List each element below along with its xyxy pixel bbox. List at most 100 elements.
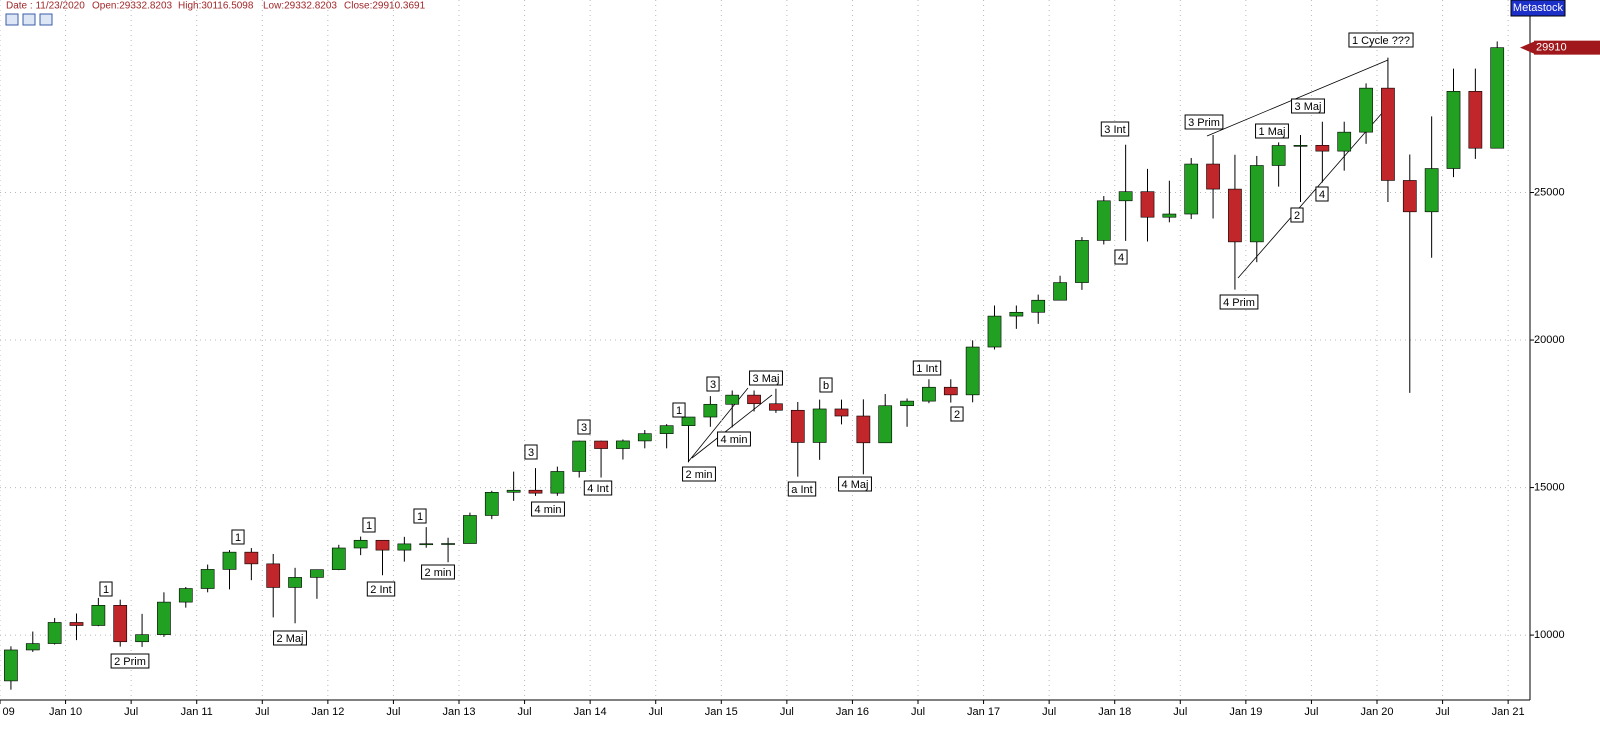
candle-body	[4, 649, 18, 682]
annotation: 2 Int	[366, 581, 396, 597]
candle-body	[463, 515, 477, 544]
annotation-box	[717, 431, 751, 447]
toolbar-icons[interactable]	[5, 13, 53, 26]
tool-icon[interactable]	[5, 13, 19, 26]
candle-body	[1424, 168, 1439, 213]
candle	[135, 613, 149, 647]
source-badge	[1510, 0, 1566, 17]
annotation-text: 3 Maj	[1295, 101, 1322, 113]
annotation-box	[110, 653, 150, 669]
annotation-text: b	[823, 380, 829, 392]
candle	[528, 468, 543, 496]
annotation-box	[1290, 207, 1304, 223]
y-tick-label: 15000	[1534, 481, 1565, 493]
annotation: 4	[1114, 249, 1128, 265]
annotation: 1 Int	[912, 360, 942, 376]
candle-body	[113, 605, 128, 643]
candle-body	[1446, 91, 1461, 169]
candle	[747, 390, 761, 412]
annotation-box	[273, 630, 307, 646]
annotation-text: 1	[417, 511, 423, 523]
candle	[1468, 68, 1483, 159]
annotation-box	[682, 466, 716, 482]
candle-body	[1009, 311, 1024, 317]
annotation-text: 3 Prim	[1188, 117, 1220, 129]
candle	[1490, 41, 1505, 149]
candle	[397, 536, 412, 562]
x-tick-label: Jul	[780, 706, 794, 718]
candle-body	[1271, 145, 1286, 166]
candle-body	[1228, 188, 1242, 243]
info-high: High:30116.5098	[178, 1, 254, 12]
candle	[463, 512, 477, 544]
x-tick-label: Jan 15	[705, 706, 738, 718]
annotation-text: 2 Prim	[114, 656, 146, 668]
x-tick-label: Jan 21	[1492, 706, 1525, 718]
candle	[1118, 144, 1133, 241]
candle-body	[856, 415, 871, 444]
candle-body	[200, 569, 215, 589]
candle-body	[47, 622, 62, 644]
candle	[91, 597, 106, 627]
annotation-box	[1348, 32, 1414, 48]
annotation-box	[524, 444, 538, 460]
tool-icon[interactable]	[22, 13, 36, 26]
candle-body	[878, 405, 893, 444]
candle-body	[25, 643, 40, 651]
annotation-box	[1100, 121, 1130, 137]
candle	[965, 340, 980, 403]
candle-body	[288, 577, 302, 588]
annotation: 4 min	[717, 431, 751, 447]
candle-body	[681, 416, 696, 426]
candle-body	[1468, 91, 1483, 149]
x-tick-label: Jan 13	[442, 706, 475, 718]
candle-body	[637, 433, 652, 442]
annotation-text: 3	[710, 379, 716, 391]
annotation-box	[577, 419, 591, 435]
candle	[616, 439, 630, 460]
annotation-text: 2 min	[425, 567, 452, 579]
x-tick-label: Jul	[255, 706, 269, 718]
candle-body	[178, 588, 193, 603]
candle-body	[1381, 87, 1395, 181]
annotation-text: 1	[235, 532, 241, 544]
annotation-box	[749, 370, 783, 386]
annotation: a Int	[787, 481, 817, 497]
x-tick-label: Jul 09	[0, 706, 15, 718]
candle	[1184, 157, 1199, 220]
tool-icon[interactable]	[39, 13, 53, 26]
candle	[331, 544, 346, 571]
candle-body	[812, 408, 827, 443]
annotation: 4 Int	[583, 480, 613, 496]
annotation-text: 4 Prim	[1223, 297, 1255, 309]
candle-body	[157, 601, 171, 635]
candle-body	[441, 543, 455, 545]
annotation-box	[1219, 294, 1259, 310]
candle	[419, 527, 434, 548]
annotation-text: 4 Maj	[842, 479, 869, 491]
last-price-arrow	[1520, 41, 1534, 54]
annotation: 4	[1315, 186, 1329, 202]
annotation-box	[231, 529, 245, 545]
annotation-text: 4	[1118, 252, 1124, 264]
candle-body	[1140, 191, 1155, 218]
candle	[1446, 68, 1461, 178]
source-text: Metastock	[1513, 2, 1564, 14]
candle-body	[528, 489, 543, 494]
x-tick-label: Jan 19	[1229, 706, 1262, 718]
candle	[200, 564, 215, 593]
candle	[484, 490, 499, 520]
candle	[1249, 155, 1264, 263]
annotation-box	[787, 481, 817, 497]
candle-body	[1031, 299, 1046, 313]
x-tick-label: Jan 18	[1098, 706, 1131, 718]
annotation-text: 1 Maj	[1259, 126, 1286, 138]
candle	[572, 440, 587, 478]
candle-body	[244, 551, 259, 565]
candle	[900, 398, 914, 427]
candle	[113, 599, 128, 647]
candle	[1075, 237, 1089, 290]
annotation: 3 Int	[1100, 121, 1130, 137]
annotation-text: 2	[1294, 210, 1300, 222]
